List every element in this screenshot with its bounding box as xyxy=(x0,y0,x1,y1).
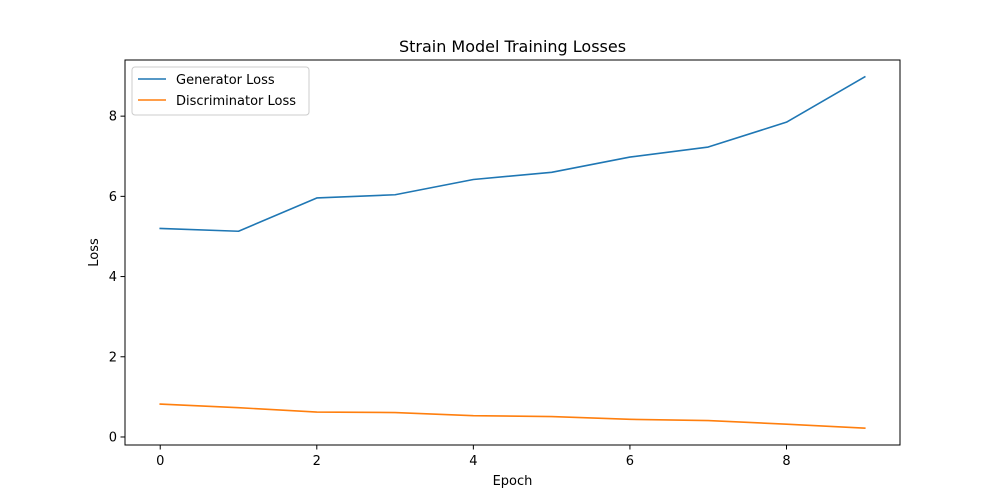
y-tick-label: 2 xyxy=(109,350,117,365)
x-tick-label: 0 xyxy=(156,454,164,469)
y-tick-label: 6 xyxy=(109,190,117,205)
series-line-generator-loss xyxy=(159,75,866,233)
y-tick-label: 8 xyxy=(109,110,117,125)
plot-background xyxy=(125,60,900,445)
x-axis: 0 2 4 6 8 xyxy=(156,445,791,469)
y-tick-label: 4 xyxy=(109,270,117,285)
legend: Generator Loss Discriminator Loss xyxy=(131,66,310,116)
x-tick-label: 6 xyxy=(626,454,634,469)
series-layer xyxy=(159,75,866,429)
x-tick-label: 4 xyxy=(469,454,477,469)
y-axis: 0 2 4 6 8 xyxy=(109,110,125,445)
y-axis-label: Loss xyxy=(87,238,102,267)
x-tick-label: 8 xyxy=(782,454,790,469)
legend-frame xyxy=(131,66,310,116)
plot-frame xyxy=(124,59,901,446)
y-tick-label: 0 xyxy=(109,430,117,445)
plot-area xyxy=(124,59,901,446)
x-axis-label: Epoch xyxy=(493,474,533,489)
series-line-discriminator-loss xyxy=(159,403,866,429)
legend-label-discriminator-loss: Discriminator Loss xyxy=(176,94,296,109)
x-tick-label: 2 xyxy=(313,454,321,469)
legend-label-generator-loss: Generator Loss xyxy=(176,73,275,88)
chart-title: Strain Model Training Losses xyxy=(399,37,626,56)
